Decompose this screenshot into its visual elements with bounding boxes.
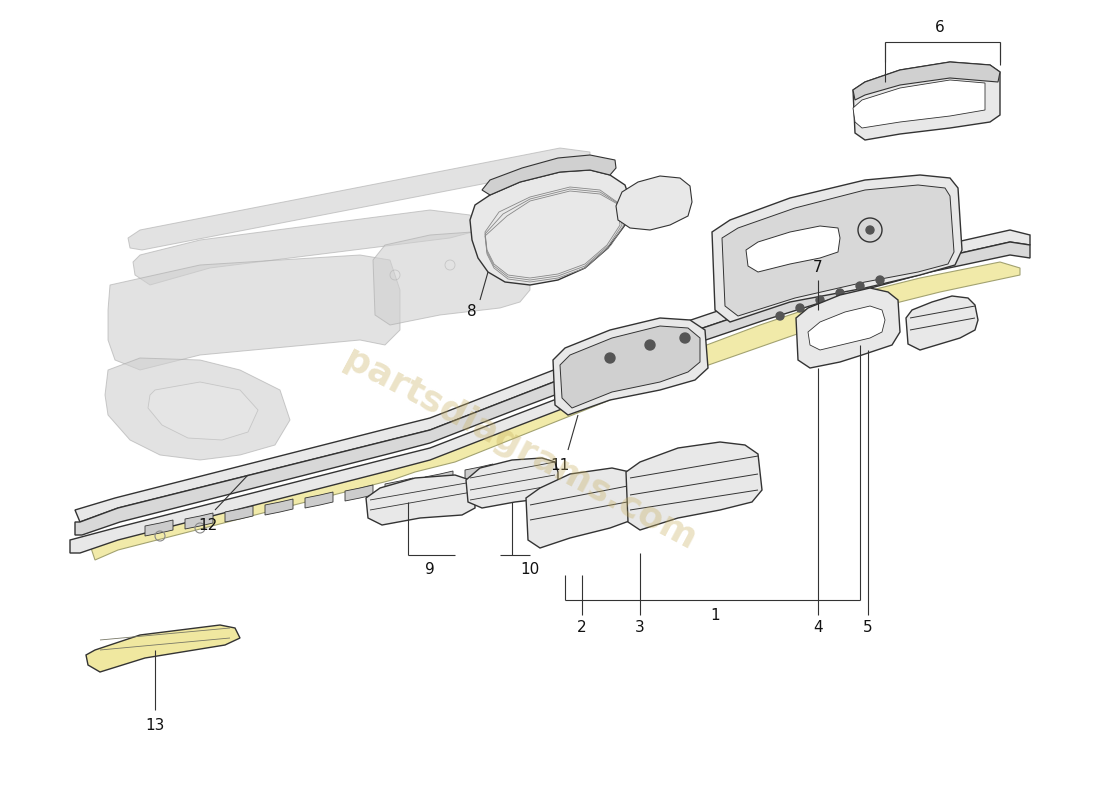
Polygon shape	[852, 62, 1000, 100]
Text: 9: 9	[425, 562, 435, 578]
Text: 3: 3	[635, 621, 645, 635]
Text: 5: 5	[864, 621, 872, 635]
Circle shape	[605, 353, 615, 363]
Circle shape	[680, 333, 690, 343]
Text: 12: 12	[198, 518, 218, 533]
Polygon shape	[638, 472, 680, 502]
Polygon shape	[626, 442, 762, 530]
Polygon shape	[746, 226, 840, 272]
Polygon shape	[108, 255, 400, 370]
Polygon shape	[722, 185, 954, 316]
Polygon shape	[385, 478, 412, 494]
Polygon shape	[906, 296, 978, 350]
Text: partsdiagrams.com: partsdiagrams.com	[338, 342, 702, 558]
Polygon shape	[305, 492, 333, 508]
Polygon shape	[265, 499, 293, 515]
Polygon shape	[345, 485, 373, 501]
Polygon shape	[133, 210, 480, 285]
Polygon shape	[86, 625, 240, 672]
Polygon shape	[560, 326, 700, 408]
Polygon shape	[366, 475, 475, 525]
Polygon shape	[852, 80, 984, 128]
Text: 10: 10	[520, 562, 540, 578]
Polygon shape	[226, 506, 253, 522]
Polygon shape	[796, 288, 900, 368]
Polygon shape	[808, 306, 886, 350]
Polygon shape	[465, 464, 493, 480]
Polygon shape	[90, 262, 1020, 560]
Polygon shape	[185, 513, 213, 529]
Circle shape	[836, 289, 844, 297]
Polygon shape	[466, 458, 558, 508]
Text: 8: 8	[468, 305, 476, 319]
Circle shape	[856, 282, 864, 290]
Circle shape	[776, 312, 784, 320]
Text: 1: 1	[711, 607, 719, 622]
Polygon shape	[104, 358, 290, 460]
Circle shape	[796, 304, 804, 312]
Polygon shape	[70, 390, 580, 553]
Text: 4: 4	[813, 621, 823, 635]
Polygon shape	[553, 318, 708, 415]
Polygon shape	[470, 170, 630, 285]
Polygon shape	[75, 242, 1030, 535]
Circle shape	[645, 340, 654, 350]
Text: 7: 7	[813, 261, 823, 275]
Polygon shape	[373, 230, 530, 325]
Polygon shape	[75, 230, 1030, 522]
Polygon shape	[852, 62, 1000, 140]
Circle shape	[876, 276, 884, 284]
Polygon shape	[712, 175, 962, 322]
Polygon shape	[145, 520, 173, 536]
Text: 2: 2	[578, 621, 586, 635]
Text: 11: 11	[550, 458, 570, 473]
Polygon shape	[616, 176, 692, 230]
Polygon shape	[425, 471, 453, 487]
Text: 6: 6	[935, 21, 945, 35]
Polygon shape	[148, 382, 258, 440]
Text: 13: 13	[145, 718, 165, 733]
Circle shape	[816, 296, 824, 304]
Circle shape	[866, 226, 874, 234]
Polygon shape	[128, 148, 590, 250]
Polygon shape	[526, 468, 640, 548]
Polygon shape	[482, 155, 616, 195]
